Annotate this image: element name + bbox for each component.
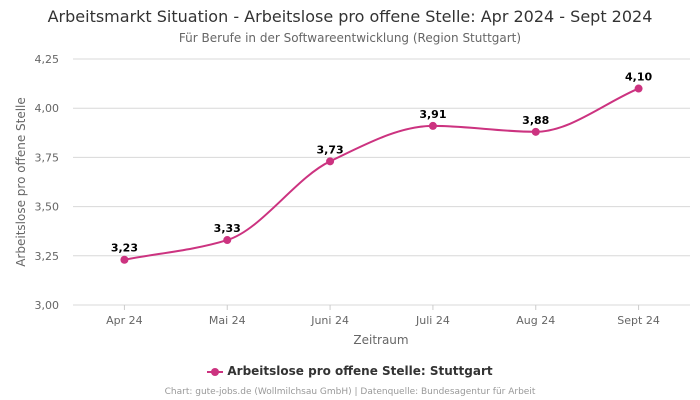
data-label: 3,33 [214, 222, 241, 235]
x-tick-label: Sept 24 [617, 314, 660, 327]
data-label: 3,88 [522, 114, 549, 127]
data-label: 3,23 [111, 242, 138, 255]
data-point[interactable] [634, 84, 643, 93]
series-line [124, 87, 639, 261]
x-tick-label: Apr 24 [106, 314, 143, 327]
y-tick-label: 3,00 [35, 299, 60, 312]
y-axis-title: Arbeitslose pro offene Stelle [14, 97, 28, 267]
y-axis-ticks: 3,00 3,25 3,50 3,75 4,00 4,25 [35, 53, 60, 312]
data-point[interactable] [326, 157, 335, 166]
data-point[interactable] [120, 255, 129, 264]
x-axis-ticks: Apr 24 Mai 24 Juni 24 Juli 24 Aug 24 Sept 24 [106, 305, 660, 327]
legend-item[interactable]: Arbeitslose pro offene Stelle: Stuttgart [0, 364, 700, 378]
y-tick-label: 3,25 [35, 250, 60, 263]
y-tick-label: 4,25 [35, 53, 60, 66]
y-tick-label: 4,00 [35, 102, 60, 115]
data-label: 3,91 [419, 108, 446, 121]
data-point[interactable] [428, 121, 437, 130]
data-label: 3,73 [317, 143, 344, 156]
x-axis-title: Zeitraum [353, 333, 408, 347]
data-points [120, 84, 643, 264]
chart-credits: Chart: gute-jobs.de (Wollmilchsau GmbH) … [164, 387, 536, 397]
chart-title: Arbeitsmarkt Situation - Arbeitslose pro… [47, 7, 653, 26]
data-labels: 3,23 3,33 3,73 3,91 3,88 4,10 [111, 71, 653, 255]
y-tick-label: 3,75 [35, 151, 60, 164]
x-tick-label: Juni 24 [310, 314, 349, 327]
legend-marker-icon [207, 367, 224, 377]
x-tick-label: Aug 24 [516, 314, 555, 327]
data-point[interactable] [531, 127, 540, 136]
grid-lines [73, 58, 690, 306]
chart-subtitle: Für Berufe in der Softwareentwicklung (R… [178, 31, 522, 45]
x-tick-label: Juli 24 [415, 314, 450, 327]
data-point[interactable] [223, 236, 232, 245]
y-tick-label: 3,50 [35, 201, 60, 214]
legend-label: Arbeitslose pro offene Stelle: Stuttgart [227, 364, 493, 378]
x-tick-label: Mai 24 [209, 314, 246, 327]
data-label: 4,10 [625, 71, 652, 84]
